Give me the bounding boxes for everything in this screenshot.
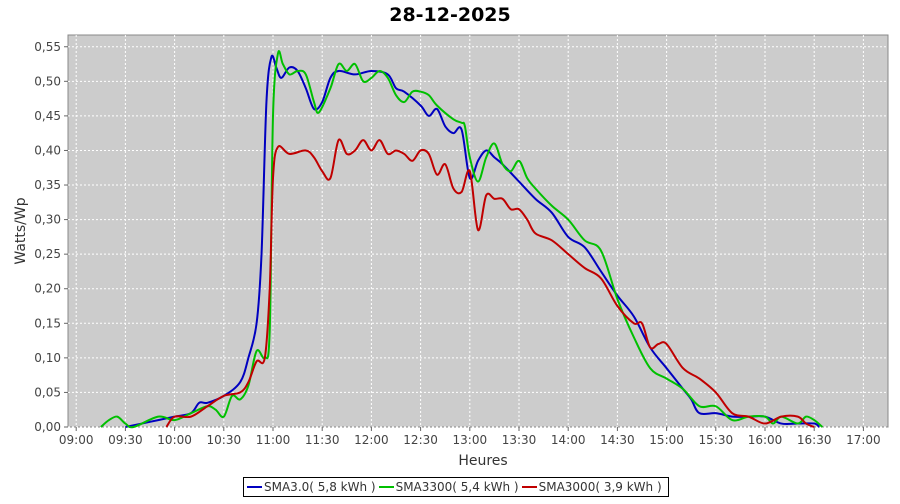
series-group [100,50,824,429]
y-tick-label: 0,45 [34,109,61,123]
x-tick-label: 11:00 [256,433,291,447]
legend-swatch [521,486,537,488]
x-tick-label: 14:00 [551,433,586,447]
y-tick-label: 0,30 [34,213,61,227]
y-tick-label: 0,10 [34,351,61,365]
x-tick-label: 12:00 [354,433,389,447]
y-tick-label: 0,25 [34,247,61,261]
x-tick-label: 16:00 [748,433,783,447]
x-tick-label: 16:30 [797,433,832,447]
legend-label: SMA3000( 3,9 kWh ) [538,480,662,494]
x-tick-label: 11:30 [305,433,340,447]
x-tick-label: 13:30 [502,433,537,447]
y-tick-label: 0,55 [34,40,61,54]
x-tick-label: 09:30 [108,433,143,447]
y-tick-label: 0,00 [34,420,61,434]
y-tick-label: 0,15 [34,316,61,330]
y-tick-label: 0,40 [34,143,61,157]
x-tick-label: 10:30 [207,433,242,447]
legend: SMA3.0( 5,8 kWh ) SMA3300( 5,4 kWh ) SMA30… [243,477,669,497]
legend-label: SMA3.0( 5,8 kWh ) [264,480,376,494]
grid [68,35,888,428]
x-tick-label: 12:30 [403,433,438,447]
axes: 09:00 09:30 10:00 10:30 11:00 11:30 12:00 12:30… [34,40,880,447]
x-tick-label: 09:00 [59,433,94,447]
legend-item: SMA3300( 5,4 kWh ) [378,480,519,494]
y-tick-label: 0,05 [34,385,61,399]
legend-swatch [378,486,394,488]
y-axis-label: Watts/Wp [13,197,29,264]
x-tick-label: 14:30 [600,433,635,447]
legend-swatch [247,486,262,488]
x-tick-label: 15:00 [649,433,684,447]
chart-title: 28-12-2025 [389,4,511,26]
series-line-1 [100,50,824,429]
series-line-2 [165,138,815,428]
y-tick-label: 0,50 [34,74,61,88]
x-axis-label: Heures [458,453,507,469]
x-tick-label: 13:00 [453,433,488,447]
legend-item: SMA3.0( 5,8 kWh ) [247,480,376,494]
legend-label: SMA3300( 5,4 kWh ) [395,480,519,494]
x-tick-label: 15:30 [699,433,734,447]
y-tick-label: 0,35 [34,178,61,192]
y-tick-label: 0,20 [34,282,61,296]
x-tick-label: 10:00 [157,433,192,447]
x-tick-label: 17:00 [846,433,881,447]
legend-item: SMA3000( 3,9 kWh ) [521,480,662,494]
